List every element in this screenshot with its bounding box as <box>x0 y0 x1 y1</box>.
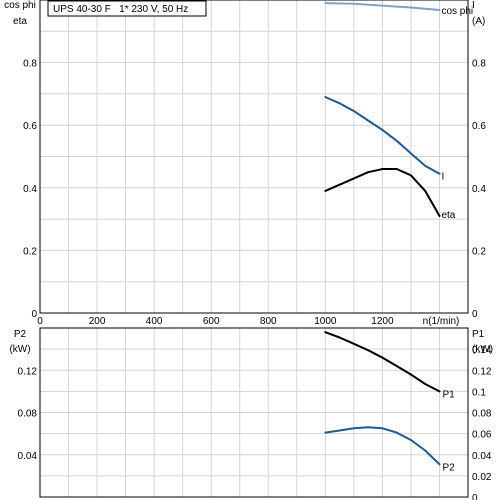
y-axis-label-right: I <box>472 0 475 11</box>
series-i-line <box>324 96 441 175</box>
title-box <box>47 0 207 17</box>
y-tick-label-right: 0.02 <box>472 472 492 483</box>
x-tick-label: 200 <box>89 316 106 327</box>
x-tick-label: 0 <box>37 316 43 327</box>
y-tick-label-right: 0 <box>472 309 478 320</box>
series-eta-line <box>324 168 441 217</box>
bottom-panel-frame <box>39 327 469 498</box>
y-tick-label-right: 0.2 <box>472 246 486 257</box>
y-tick-label-left: 0.8 <box>23 59 37 70</box>
series-p2-line <box>324 426 441 466</box>
y-tick-label-left: 0 <box>31 309 37 320</box>
text-layer: 0 200 400 600 800 1000 1200 n(1/min) cos phi eta I… <box>4 0 493 500</box>
series-label-p1: P1 <box>442 389 455 400</box>
y-tick-label-left: 0.08 <box>18 409 38 420</box>
y-tick-label-right: 0 <box>472 493 478 500</box>
y-tick-label-right: 0.14 <box>472 345 492 356</box>
y-tick-label-left: 0.6 <box>23 121 37 132</box>
x-tick-label: 1200 <box>371 316 394 327</box>
x-tick-label: 800 <box>260 316 277 327</box>
series-layer <box>324 2 441 466</box>
x-tick-label: 400 <box>146 316 163 327</box>
y-axis-label-left: (kW) <box>9 344 30 355</box>
series-label-p2: P2 <box>442 462 455 473</box>
series-label-cos-phi: cos phi <box>441 6 473 17</box>
y-tick-label-left: 0.4 <box>23 184 37 195</box>
chart-title: UPS 40-30 F 1* 230 V, 50 Hz <box>53 4 188 15</box>
frame-layer <box>39 0 469 498</box>
y-axis-label-left: eta <box>13 16 27 27</box>
x-axis-label: n(1/min) <box>423 316 460 327</box>
series-cos-phi-line <box>324 2 441 11</box>
series-label-eta: eta <box>441 210 455 221</box>
x-tick-label: 600 <box>203 316 220 327</box>
top-panel-frame <box>39 0 469 314</box>
y-tick-label-left: 0.2 <box>23 246 37 257</box>
y-tick-label-left: 0.04 <box>18 451 38 462</box>
y-tick-label-right: 0.6 <box>472 121 486 132</box>
y-tick-label-left: 0.12 <box>18 366 38 377</box>
series-p1-line <box>324 331 441 393</box>
y-tick-label-right: 0.08 <box>472 409 492 420</box>
y-axis-label-left: cos phi <box>4 0 36 11</box>
y-tick-label-right: 0.04 <box>472 451 492 462</box>
x-tick-label: 1000 <box>314 316 337 327</box>
series-label-i: I <box>441 172 444 183</box>
y-tick-label-right: 0.06 <box>472 430 492 441</box>
y-axis-label-right: (A) <box>472 16 485 27</box>
y-axis-label-right: P1 <box>472 329 485 340</box>
y-axis-label-left: P2 <box>14 329 27 340</box>
y-axis-label-right: (kW) <box>472 344 493 355</box>
y-tick-label-right: 0.8 <box>472 59 486 70</box>
y-tick-label-right: 0.12 <box>472 366 492 377</box>
y-tick-label-right: 0.1 <box>472 387 486 398</box>
y-tick-label-right: 0.4 <box>472 184 486 195</box>
